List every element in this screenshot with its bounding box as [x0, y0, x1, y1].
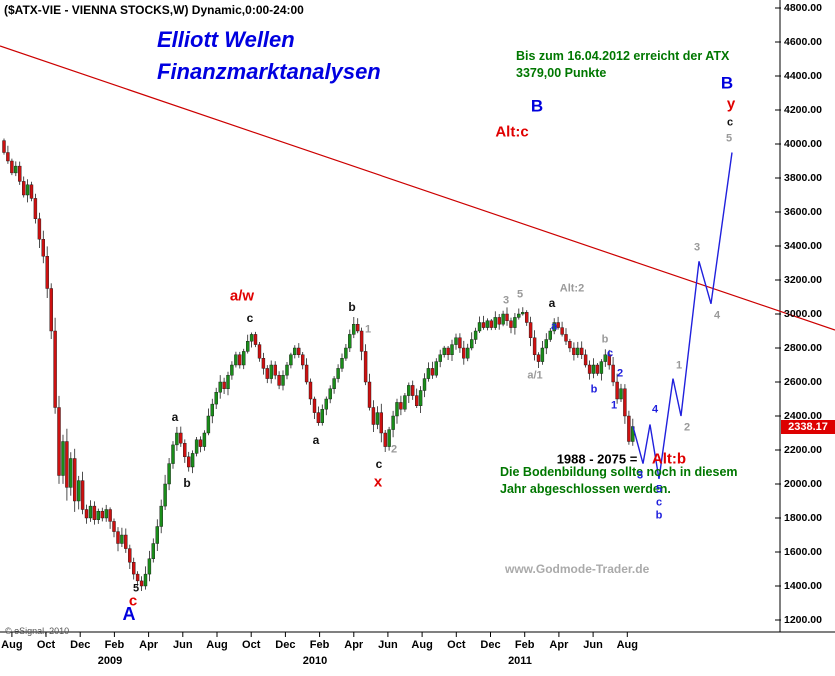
axis-month-label: Oct [447, 639, 466, 651]
label-alt-b: Alt:b [651, 450, 687, 468]
axis-month-label: Feb [309, 639, 330, 651]
wave-a-blue-2011: a [550, 320, 558, 333]
wave-1-blue-aug11: 1 [610, 399, 618, 412]
axis-price-label: 4200.00 [784, 104, 822, 116]
watermark: www.Godmode-Trader.de [505, 562, 650, 576]
proj-5-down: 5 [655, 483, 663, 496]
proj-c-top: c [726, 116, 734, 129]
bottom-note: Die Bodenbildung sollte noch in diesem J… [500, 464, 738, 498]
label-aw: a/w [229, 287, 255, 305]
brand-annotation: Elliott Wellen Finanzmarktanalysen [157, 24, 381, 88]
label-a1-mar11: a/1 [527, 369, 543, 382]
wave-b-jul11: b [601, 333, 609, 346]
label-B-right: B [720, 73, 734, 93]
target-note-line2: 3379,00 Punkte [516, 66, 607, 80]
axis-month-label: Feb [514, 639, 535, 651]
label-alt2: Alt:2 [559, 282, 585, 295]
axis-price-label: 4000.00 [784, 138, 822, 150]
axis-price-label: 3600.00 [784, 206, 822, 218]
proj-3-up: 3 [693, 241, 701, 254]
axis-price-label: 4600.00 [784, 36, 822, 48]
axis-price-label: 4800.00 [784, 2, 822, 14]
label-B-mid: B [530, 96, 544, 116]
axis-price-label: 3800.00 [784, 172, 822, 184]
wave-a-feb10: a [312, 433, 320, 447]
axis-price-label: 1600.00 [784, 546, 822, 558]
wave-a-apr11: a [548, 296, 556, 310]
axis-month-label: Apr [549, 639, 569, 651]
axis-month-label: Oct [36, 639, 56, 651]
proj-4-up: 4 [713, 309, 721, 322]
wave-A-bottom: A [122, 604, 136, 624]
proj-b-down: b [655, 509, 663, 522]
axis-price-label: 2400.00 [784, 410, 822, 422]
axis-month-label: Apr [344, 639, 364, 651]
wave-3-jan11: 3 [502, 294, 510, 307]
axis-month-label: Jun [583, 639, 603, 651]
target-zone-text: 1988 - 2075 = [556, 451, 638, 467]
axis-month-label: Dec [480, 639, 501, 651]
alt-2-jun10: 2 [390, 443, 398, 456]
axis-month-label: Aug [616, 639, 638, 651]
label-alt-c: Alt:c [495, 123, 529, 141]
axis-year-label: 2009 [97, 655, 123, 667]
axis-month-label: Feb [104, 639, 125, 651]
axis-price-label: 1200.00 [784, 614, 822, 626]
proj-1-up: 1 [675, 359, 683, 372]
wave-b-apr10: b [348, 300, 356, 314]
axis-month-label: Oct [242, 639, 261, 651]
axis-price-label: 2800.00 [784, 342, 822, 354]
axis-price-label: 3000.00 [784, 308, 822, 320]
proj-2-up: 2 [683, 421, 691, 434]
wave-2-blue-aug11: 2 [616, 367, 624, 380]
axis-month-label: Aug [411, 639, 433, 651]
last-price-tag: 2338.17 [781, 420, 835, 434]
axis-month-label: Aug [206, 639, 228, 651]
label-y-top: y [726, 95, 736, 113]
axis-price-label: 2200.00 [784, 444, 822, 456]
axis-year-label: 2011 [508, 655, 532, 667]
wave-c-bottom: c [128, 592, 138, 610]
wave-b-jul09: b [183, 476, 191, 490]
bottom-note-line1: Die Bodenbildung sollte noch in diesem [500, 465, 738, 479]
axis-month-label: Dec [275, 639, 296, 651]
proj-5-top: 5 [725, 132, 733, 145]
brand-line1: Elliott Wellen [157, 27, 295, 52]
target-note-line1: Bis zum 16.04.2012 erreicht der ATX [516, 49, 730, 63]
copyright-notice: © eSignal, 2010 [5, 626, 70, 636]
axis-price-label: 1800.00 [784, 512, 822, 524]
axis-month-label: Dec [70, 639, 91, 651]
wave-b-blue-aug11: b [590, 383, 598, 396]
axis-price-label: 4400.00 [784, 70, 822, 82]
axis-month-label: Aug [1, 639, 23, 651]
axis-month-label: Apr [139, 639, 159, 651]
axis-price-label: 2000.00 [784, 478, 822, 490]
axis-price-label: 1400.00 [784, 580, 822, 592]
brand-line2: Finanzmarktanalysen [157, 59, 381, 84]
wave-c-jun10: c [375, 457, 383, 471]
target-note: Bis zum 16.04.2012 erreicht der ATX 3379… [516, 48, 729, 82]
axis-month-label: Jun [378, 639, 398, 651]
wave-a-may09: a [171, 410, 179, 424]
wave-c-oct09: c [246, 311, 254, 325]
axis-price-label: 3200.00 [784, 274, 822, 286]
axis-price-label: 3400.00 [784, 240, 822, 252]
label-x-jun10: x [373, 473, 383, 491]
proj-c-down: c [655, 496, 663, 509]
wave-5-feb11: 5 [516, 288, 524, 301]
wave-c-blue-jul11: c [606, 347, 614, 360]
bottom-note-line2: Jahr abgeschlossen werden. [500, 482, 671, 496]
proj-4-down: 4 [651, 403, 659, 416]
axis-price-label: 2600.00 [784, 376, 822, 388]
alt-1-apr10: 1 [364, 323, 372, 336]
axis-month-label: Jun [173, 639, 193, 651]
proj-3-down: 3 [636, 469, 644, 482]
axis-year-label: 2010 [302, 655, 328, 667]
wave-5-bottom: 5 [132, 582, 140, 595]
chart-title: ($ATX-VIE - VIENNA STOCKS,W) Dynamic,0:0… [4, 3, 304, 17]
